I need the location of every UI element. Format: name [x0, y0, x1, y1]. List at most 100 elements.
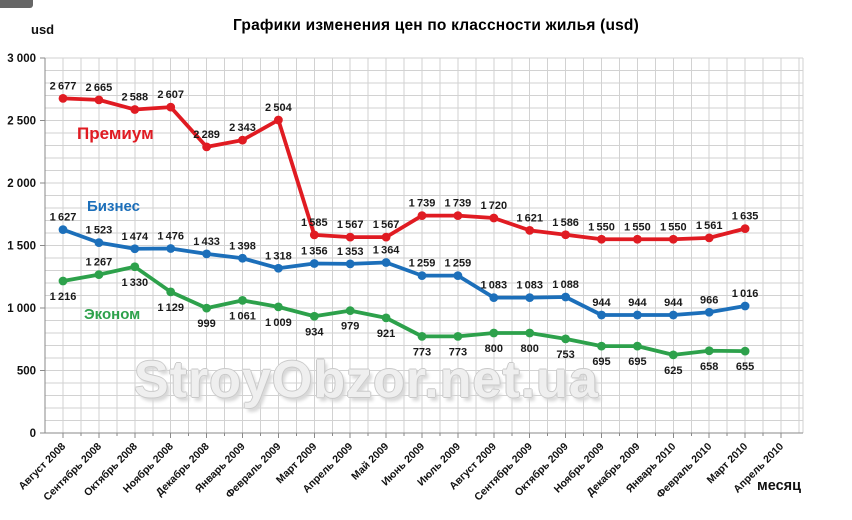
business-value-label: 1 016 [732, 288, 759, 300]
business-data-point [417, 271, 427, 281]
premium-value-label: 1 550 [624, 221, 651, 233]
business-data-point [381, 258, 391, 267]
econom-data-point [238, 295, 247, 305]
econom-value-label: 921 [377, 328, 395, 340]
series-econom: 1 216 1 267 1 330 1 129 999 1 061 1 009 934 979 9… [50, 257, 755, 377]
business-data-point [94, 238, 104, 248]
y-tick-label: 0 [30, 428, 36, 440]
business-data-point [166, 244, 176, 253]
premium-value-label: 2 588 [121, 92, 148, 104]
premium-value-label: 1 567 [337, 219, 364, 231]
premium-data-point [597, 234, 606, 244]
business-value-label: 1 356 [301, 246, 328, 258]
econom-data-point [704, 346, 714, 356]
econom-value-label: 773 [449, 346, 467, 358]
premium-value-label: 1 586 [552, 217, 579, 229]
business-value-label: 1 476 [157, 231, 184, 243]
econom-data-point [633, 341, 642, 351]
series-label-econom: Эконом [84, 306, 141, 323]
premium-data-point [166, 102, 176, 112]
premium-data-point [561, 230, 570, 240]
premium-value-label: 1 635 [732, 211, 759, 223]
business-data-point [238, 253, 247, 263]
premium-data-point [202, 142, 212, 152]
econom-data-point [417, 331, 427, 341]
business-data-point [130, 244, 140, 254]
business-value-label: 944 [592, 297, 611, 309]
business-value-label: 944 [628, 297, 647, 309]
premium-value-label: 1 550 [660, 221, 687, 233]
business-value-label: 1 433 [193, 236, 220, 248]
premium-value-label: 2 665 [86, 82, 113, 94]
business-value-label: 1 353 [337, 246, 364, 258]
econom-value-label: 1 129 [157, 302, 184, 314]
econom-data-point [94, 270, 104, 280]
premium-data-point [345, 232, 355, 242]
premium-data-point [740, 224, 750, 234]
premium-line [61, 96, 747, 242]
business-value-label: 1 088 [552, 279, 579, 291]
premium-data-point [417, 211, 427, 221]
premium-data-point [94, 95, 104, 105]
business-data-point [453, 271, 463, 281]
business-value-label: 1 259 [409, 258, 436, 270]
premium-value-label: 1 550 [588, 221, 615, 233]
econom-value-label: 655 [736, 361, 754, 373]
premium-value-label: 2 343 [229, 122, 256, 134]
econom-data-point [668, 350, 678, 360]
premium-data-point [381, 232, 391, 242]
business-data-point [58, 225, 68, 235]
premium-data-point [274, 115, 283, 125]
business-data-point [309, 259, 319, 268]
econom-data-point [202, 303, 212, 313]
econom-data-point [489, 328, 499, 338]
business-data-point [704, 307, 714, 317]
business-data-point [633, 310, 642, 320]
econom-value-label: 695 [592, 356, 610, 368]
business-value-label: 1 523 [86, 225, 113, 237]
business-data-point [274, 263, 283, 273]
econom-line [61, 264, 747, 357]
premium-value-label: 1 585 [301, 217, 328, 229]
econom-value-label: 934 [305, 326, 324, 338]
series-label-premium: Премиум [77, 124, 154, 143]
business-data-point [561, 292, 570, 302]
business-value-label: 1 627 [50, 212, 77, 224]
econom-data-point [58, 276, 68, 286]
y-axis-unit-label: usd [31, 22, 55, 37]
econom-value-label: 1 216 [50, 291, 77, 303]
premium-value-label: 1 739 [409, 198, 436, 210]
econom-data-point [345, 306, 355, 316]
y-axis-tick-labels: 0 500 1 000 1 500 2 000 2 500 3 000 [7, 53, 36, 440]
series-premium: 2 677 2 665 2 588 2 607 2 289 2 343 2 504 1 585… [50, 80, 759, 244]
screenshot-artifact [0, 0, 33, 8]
premium-value-label: 1 739 [445, 198, 472, 210]
business-line [61, 227, 747, 317]
business-value-label: 1 083 [516, 280, 543, 292]
premium-data-point [58, 93, 68, 103]
premium-data-point [668, 234, 678, 244]
y-tick-label: 2 500 [7, 116, 36, 128]
premium-data-point [525, 225, 535, 235]
premium-data-point [309, 230, 319, 240]
business-data-point [202, 249, 212, 259]
econom-value-label: 1 267 [86, 257, 113, 269]
business-value-label: 1 364 [373, 245, 401, 257]
business-data-point [597, 310, 606, 320]
watermark: StroyObzor.net.ua [134, 351, 599, 409]
econom-data-point [740, 346, 750, 356]
premium-data-point [130, 105, 140, 114]
business-value-label: 1 318 [265, 250, 292, 262]
premium-value-label: 2 607 [157, 89, 184, 101]
business-data-point [668, 310, 678, 320]
econom-value-label: 773 [413, 346, 431, 358]
econom-value-label: 695 [628, 356, 646, 368]
econom-value-label: 1 009 [265, 317, 292, 329]
y-tick-label: 2 000 [7, 178, 36, 190]
premium-value-label: 2 504 [265, 102, 293, 114]
econom-data-point [525, 328, 535, 338]
business-data-point [740, 301, 750, 311]
